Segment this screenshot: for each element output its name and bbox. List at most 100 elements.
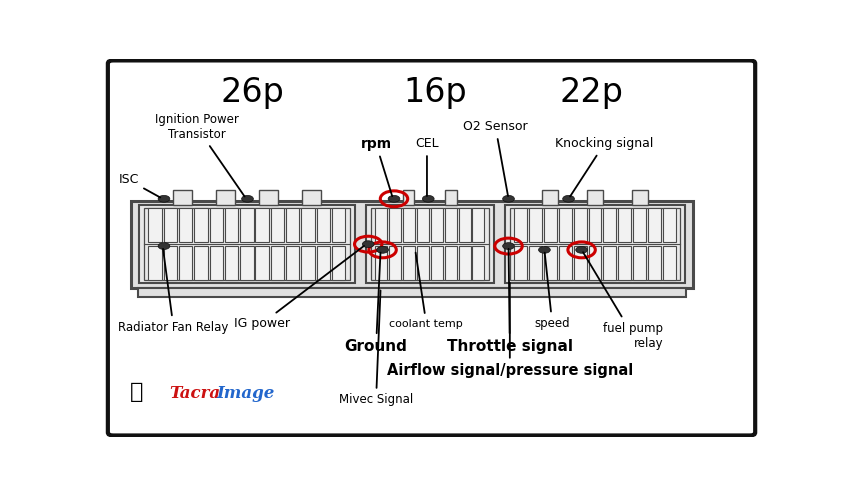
Text: 26p: 26p xyxy=(220,77,284,109)
Text: Airflow signal/pressure signal: Airflow signal/pressure signal xyxy=(386,283,633,379)
Bar xyxy=(301,246,315,280)
Circle shape xyxy=(562,195,574,202)
Text: O2 Sensor: O2 Sensor xyxy=(463,120,528,196)
Bar xyxy=(618,246,632,280)
Bar xyxy=(510,208,680,280)
Bar xyxy=(544,246,557,280)
Bar xyxy=(163,246,177,280)
Circle shape xyxy=(242,195,253,202)
Bar xyxy=(148,246,162,280)
Bar xyxy=(216,190,235,205)
Bar xyxy=(195,246,208,280)
Bar xyxy=(459,246,471,280)
Bar xyxy=(559,208,572,242)
Bar xyxy=(332,208,345,242)
Bar xyxy=(195,208,208,242)
Bar xyxy=(240,246,253,280)
Text: Ignition Power
Transistor: Ignition Power Transistor xyxy=(155,113,245,196)
Text: 16p: 16p xyxy=(403,77,466,109)
Bar xyxy=(472,208,484,242)
Text: coolant temp: coolant temp xyxy=(390,252,463,328)
Bar xyxy=(459,208,471,242)
Bar xyxy=(148,208,162,242)
Text: 22p: 22p xyxy=(559,77,623,109)
Bar xyxy=(210,208,223,242)
Bar xyxy=(587,190,603,205)
Bar xyxy=(472,246,484,280)
Bar xyxy=(632,190,648,205)
Circle shape xyxy=(388,195,400,202)
Text: speed: speed xyxy=(535,252,570,330)
Bar xyxy=(417,246,429,280)
Bar xyxy=(589,246,601,280)
Circle shape xyxy=(423,195,434,202)
Bar xyxy=(286,208,300,242)
Bar xyxy=(376,208,387,242)
Text: fuel pump
relay: fuel pump relay xyxy=(583,252,663,350)
Bar xyxy=(144,208,350,280)
Circle shape xyxy=(503,243,514,249)
Bar xyxy=(403,190,414,205)
Circle shape xyxy=(503,195,514,202)
Bar xyxy=(317,246,330,280)
Bar xyxy=(573,246,587,280)
Text: Tacra: Tacra xyxy=(169,385,221,402)
Bar xyxy=(376,246,387,280)
Circle shape xyxy=(539,246,551,253)
Bar xyxy=(542,190,558,205)
Bar xyxy=(663,246,675,280)
Text: Knocking signal: Knocking signal xyxy=(555,137,653,196)
Bar xyxy=(559,246,572,280)
Bar xyxy=(139,205,354,283)
Circle shape xyxy=(362,241,374,247)
Bar xyxy=(445,208,456,242)
Bar xyxy=(514,246,527,280)
Bar xyxy=(589,208,601,242)
Bar xyxy=(389,208,401,242)
Bar xyxy=(332,246,345,280)
Bar xyxy=(255,208,269,242)
Circle shape xyxy=(576,246,588,253)
Bar xyxy=(240,208,253,242)
Bar xyxy=(389,246,401,280)
Text: IG power: IG power xyxy=(234,246,364,330)
Bar xyxy=(530,246,542,280)
Bar xyxy=(317,208,330,242)
Bar xyxy=(258,190,278,205)
Bar xyxy=(163,208,177,242)
Bar xyxy=(633,208,646,242)
Bar xyxy=(271,246,284,280)
Text: Image: Image xyxy=(216,385,274,402)
Bar xyxy=(417,208,429,242)
Text: ISC: ISC xyxy=(118,173,160,197)
Bar xyxy=(179,208,192,242)
Bar xyxy=(225,208,238,242)
Bar xyxy=(663,208,675,242)
Bar xyxy=(431,208,443,242)
Text: rpm: rpm xyxy=(360,137,392,196)
Bar xyxy=(604,208,616,242)
Bar xyxy=(633,246,646,280)
Bar xyxy=(370,208,489,280)
Bar xyxy=(366,205,493,283)
Bar xyxy=(647,246,661,280)
Bar xyxy=(301,208,315,242)
Bar xyxy=(173,190,192,205)
Circle shape xyxy=(376,246,388,253)
Bar xyxy=(604,246,616,280)
Bar xyxy=(403,208,415,242)
Text: 👷: 👷 xyxy=(130,382,143,402)
FancyBboxPatch shape xyxy=(108,60,755,436)
Bar xyxy=(445,190,457,205)
Bar xyxy=(445,246,456,280)
Bar xyxy=(647,208,661,242)
Text: Ground: Ground xyxy=(344,253,408,354)
Bar xyxy=(131,201,693,288)
Bar xyxy=(138,288,686,297)
Bar xyxy=(514,208,527,242)
Bar xyxy=(286,246,300,280)
Bar xyxy=(271,208,284,242)
Circle shape xyxy=(158,195,170,202)
Circle shape xyxy=(158,243,170,249)
Text: CEL: CEL xyxy=(415,137,439,196)
